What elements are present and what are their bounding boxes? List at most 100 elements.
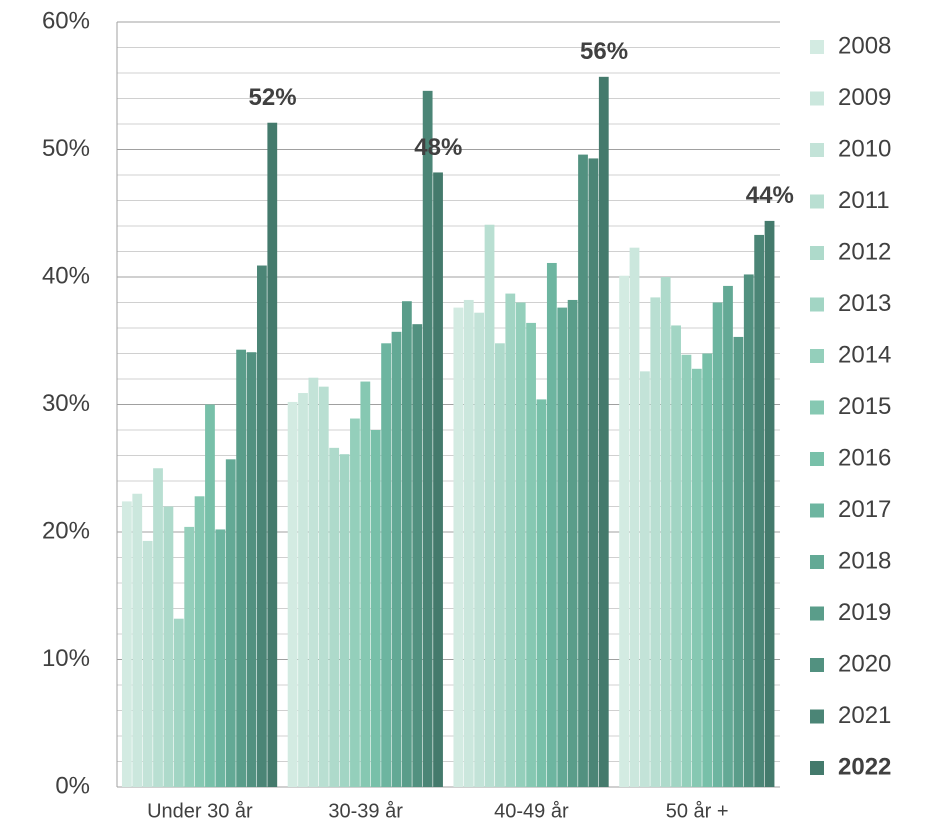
bar bbox=[526, 322, 536, 787]
legend-swatch bbox=[810, 606, 824, 621]
bar bbox=[743, 274, 754, 787]
bar bbox=[691, 368, 702, 787]
bar bbox=[205, 404, 215, 787]
bar bbox=[681, 354, 692, 787]
legend-swatch bbox=[810, 452, 824, 466]
legend-label: 2011 bbox=[838, 187, 890, 214]
bar bbox=[660, 277, 671, 787]
legend-swatch bbox=[810, 503, 824, 518]
bar bbox=[629, 247, 640, 788]
legend-swatch bbox=[810, 40, 824, 54]
bar bbox=[298, 393, 308, 787]
legend-label: 2020 bbox=[838, 650, 891, 677]
y-tick-label: 50% bbox=[42, 135, 90, 162]
legend-swatch bbox=[810, 658, 824, 672]
bar bbox=[764, 220, 775, 787]
bar bbox=[329, 447, 340, 787]
bar bbox=[422, 90, 433, 788]
legend-swatch bbox=[810, 194, 824, 209]
bar bbox=[412, 324, 423, 787]
bar bbox=[495, 343, 505, 787]
legend-label: 2018 bbox=[838, 547, 891, 574]
bar bbox=[598, 76, 609, 787]
bar bbox=[225, 459, 236, 787]
bar bbox=[505, 293, 516, 787]
y-tick-label: 20% bbox=[42, 517, 90, 544]
bar bbox=[287, 401, 298, 787]
legend-swatch bbox=[810, 91, 824, 106]
legend-label: 2015 bbox=[838, 393, 891, 420]
bar bbox=[360, 381, 371, 787]
bar bbox=[639, 371, 650, 787]
legend-label: 2012 bbox=[838, 238, 891, 265]
legend-swatch bbox=[810, 555, 824, 569]
data-label: 48% bbox=[414, 134, 462, 161]
legend-label: 2022 bbox=[838, 753, 891, 780]
bar bbox=[671, 325, 681, 787]
bar bbox=[567, 299, 578, 787]
bar bbox=[702, 353, 713, 787]
legend-label: 2019 bbox=[838, 599, 891, 626]
bar bbox=[194, 496, 205, 787]
bar bbox=[350, 418, 360, 787]
legend-swatch bbox=[810, 297, 824, 312]
bar bbox=[712, 302, 723, 787]
bar bbox=[381, 343, 391, 787]
bar bbox=[433, 172, 443, 787]
bar bbox=[308, 377, 319, 787]
legend-swatch bbox=[810, 761, 824, 775]
bar bbox=[142, 540, 153, 787]
bar bbox=[733, 336, 744, 787]
bar bbox=[215, 529, 226, 787]
bar bbox=[132, 493, 143, 787]
bar bbox=[578, 154, 588, 788]
data-label: 56% bbox=[580, 38, 628, 65]
bar bbox=[463, 299, 474, 787]
bar bbox=[723, 285, 733, 787]
bar bbox=[536, 399, 547, 787]
legend-label: 2021 bbox=[838, 702, 891, 729]
bar bbox=[484, 224, 495, 788]
x-tick-label: 50 år + bbox=[666, 800, 729, 822]
bar bbox=[267, 122, 278, 788]
bar bbox=[391, 331, 402, 787]
y-tick-label: 60% bbox=[42, 7, 90, 34]
legend-swatch bbox=[810, 349, 824, 363]
bar bbox=[153, 468, 163, 787]
legend-label: 2014 bbox=[838, 341, 891, 368]
bar bbox=[474, 312, 485, 787]
legend-label: 2008 bbox=[838, 32, 891, 59]
bar bbox=[650, 297, 661, 787]
legend-swatch bbox=[810, 709, 824, 724]
legend-swatch bbox=[810, 246, 824, 260]
data-label: 44% bbox=[746, 182, 794, 209]
bar bbox=[546, 262, 557, 788]
y-tick-label: 0% bbox=[55, 772, 90, 799]
legend-label: 2013 bbox=[838, 290, 891, 317]
x-tick-label: 30-39 år bbox=[328, 800, 403, 822]
x-tick-label: 40-49 år bbox=[494, 800, 569, 822]
legend-swatch bbox=[810, 143, 824, 157]
legend-label: 2009 bbox=[838, 84, 891, 111]
legend-label: 2017 bbox=[838, 496, 891, 523]
bar bbox=[754, 234, 765, 788]
y-tick-label: 40% bbox=[42, 262, 90, 289]
legend-label: 2016 bbox=[838, 444, 891, 471]
bar bbox=[163, 506, 174, 787]
bar bbox=[370, 430, 381, 787]
data-label: 52% bbox=[249, 84, 297, 111]
bar bbox=[619, 275, 630, 787]
x-tick-label: Under 30 år bbox=[147, 800, 253, 822]
bar bbox=[246, 352, 257, 787]
bar bbox=[515, 302, 526, 787]
legend-swatch bbox=[810, 400, 824, 415]
bar bbox=[453, 307, 464, 787]
bar bbox=[588, 158, 599, 788]
bar bbox=[339, 454, 350, 787]
y-tick-label: 10% bbox=[42, 645, 90, 672]
bar bbox=[184, 526, 195, 787]
bar bbox=[318, 386, 329, 787]
bar bbox=[401, 301, 412, 787]
bar bbox=[236, 349, 247, 787]
